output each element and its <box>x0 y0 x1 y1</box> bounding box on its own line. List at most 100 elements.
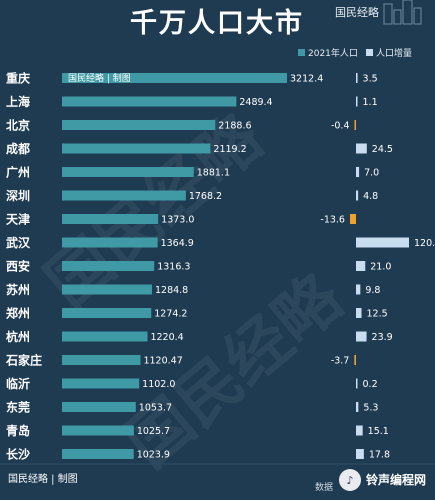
population-value-label: 1220.4 <box>150 332 183 343</box>
increase-value-label: -3.7 <box>331 356 350 367</box>
increase-value-label: 24.5 <box>372 144 393 155</box>
skyline-icon <box>383 0 422 25</box>
population-value-label: 1120.47 <box>143 356 182 367</box>
chart-title: 千万人口大市 <box>130 7 304 39</box>
city-label: 深圳 <box>6 188 30 203</box>
legend-swatch-population <box>298 49 305 56</box>
population-value-label: 1881.1 <box>197 168 230 179</box>
footer-brand: 国民经略 | 制图 <box>8 472 78 485</box>
site-badge: ♪ 铃声编程网 <box>339 469 426 491</box>
increase-bar <box>354 355 356 365</box>
increase-bar <box>356 190 359 201</box>
increase-bar <box>356 284 361 295</box>
increase-value-label: 1.1 <box>363 97 378 108</box>
increase-bar <box>356 167 360 177</box>
increase-value-label: 3.5 <box>363 74 378 85</box>
population-bar <box>62 120 216 130</box>
site-badge-text: 铃声编程网 <box>366 472 426 487</box>
population-bar <box>62 190 186 201</box>
population-value-label: 1768.2 <box>189 191 222 202</box>
city-label: 成都 <box>6 141 30 156</box>
city-label: 石家庄 <box>5 353 42 368</box>
population-value-label: 1053.7 <box>139 403 172 414</box>
city-label: 武汉 <box>6 235 31 250</box>
population-value-label: 1316.3 <box>157 262 190 273</box>
population-bar <box>62 261 155 271</box>
city-label: 北京 <box>6 118 30 133</box>
city-label: 长沙 <box>6 447 30 462</box>
city-label: 上海 <box>6 94 30 109</box>
legend-swatch-increase <box>366 49 373 56</box>
city-label: 苏州 <box>6 282 30 297</box>
population-value-label: 1284.8 <box>155 285 188 296</box>
increase-value-label: 5.3 <box>363 403 378 414</box>
site-badge-icon <box>339 469 361 491</box>
increase-value-label: 120.1 <box>414 238 435 249</box>
population-value-label: 1274.2 <box>154 309 187 320</box>
population-bar <box>62 284 152 295</box>
increase-bar <box>356 73 358 83</box>
increase-bar <box>354 120 356 130</box>
population-value-label: 1023.9 <box>137 450 170 461</box>
population-bar <box>62 378 140 389</box>
brand-logo-text: 国民经略 <box>335 5 379 19</box>
city-label: 郑州 <box>6 306 30 321</box>
city-label: 青岛 <box>6 423 30 438</box>
population-value-label: 1364.9 <box>161 238 194 249</box>
population-bar <box>62 214 159 224</box>
increase-value-label: 15.1 <box>368 426 389 437</box>
population-value-label: 1102.0 <box>142 379 175 390</box>
increase-value-label: -0.4 <box>331 121 350 132</box>
population-bar <box>62 449 134 459</box>
increase-value-label: 12.5 <box>367 309 388 320</box>
population-bar <box>62 167 194 177</box>
chart-rows: 重庆 3212.4 3.5 上海 2489.4 1.1 北京 2188.6 -0.4 成都 2119… <box>5 71 435 462</box>
population-bar <box>62 308 152 318</box>
increase-value-label: 21.0 <box>370 262 391 273</box>
legend-label-increase: 人口增量 <box>376 47 412 59</box>
city-label: 西安 <box>6 259 30 274</box>
increase-value-label: 9.8 <box>365 285 380 296</box>
city-label: 重庆 <box>6 71 30 86</box>
population-bar <box>62 331 148 342</box>
increase-bar <box>356 308 362 318</box>
increase-value-label: 0.2 <box>363 379 378 390</box>
population-value-label: 1025.7 <box>137 426 170 437</box>
population-bar <box>62 425 134 436</box>
increase-value-label: 7.0 <box>364 168 379 179</box>
population-value-label: 1373.0 <box>161 215 194 226</box>
increase-bar <box>356 96 358 107</box>
increase-bar <box>356 402 359 412</box>
increase-bar <box>356 237 409 248</box>
population-value-label: 3212.4 <box>290 74 323 85</box>
city-label: 临沂 <box>6 376 30 391</box>
increase-bar <box>356 261 366 271</box>
city-label: 广州 <box>6 165 30 180</box>
increase-bar <box>356 449 364 459</box>
site-badge-icon-glyph: ♪ <box>346 474 353 487</box>
increase-bar <box>356 331 367 342</box>
increase-bar <box>356 143 367 154</box>
legend: 2021年人口 人口增量 <box>298 47 412 59</box>
population-value-label: 2119.2 <box>213 144 246 155</box>
population-bar <box>62 355 141 365</box>
population-bar <box>62 237 158 248</box>
in-bar-credit: 国民经略 | 制图 <box>68 72 131 84</box>
city-label: 东莞 <box>6 400 30 415</box>
increase-bar <box>349 214 356 224</box>
increase-bar <box>356 378 358 389</box>
increase-bar <box>356 425 363 436</box>
increase-value-label: 4.8 <box>363 191 378 202</box>
increase-value-label: 23.9 <box>372 332 393 343</box>
legend-label-population: 2021年人口 <box>308 47 358 59</box>
population-bar <box>62 73 287 83</box>
footer-source: 数据 <box>315 481 333 493</box>
increase-value-label: 17.8 <box>369 450 390 461</box>
city-label: 天津 <box>6 212 30 227</box>
population-bar <box>62 402 136 412</box>
city-label: 杭州 <box>6 329 30 344</box>
population-bar <box>62 96 237 107</box>
population-bar <box>62 143 211 154</box>
increase-value-label: -13.6 <box>320 215 345 226</box>
